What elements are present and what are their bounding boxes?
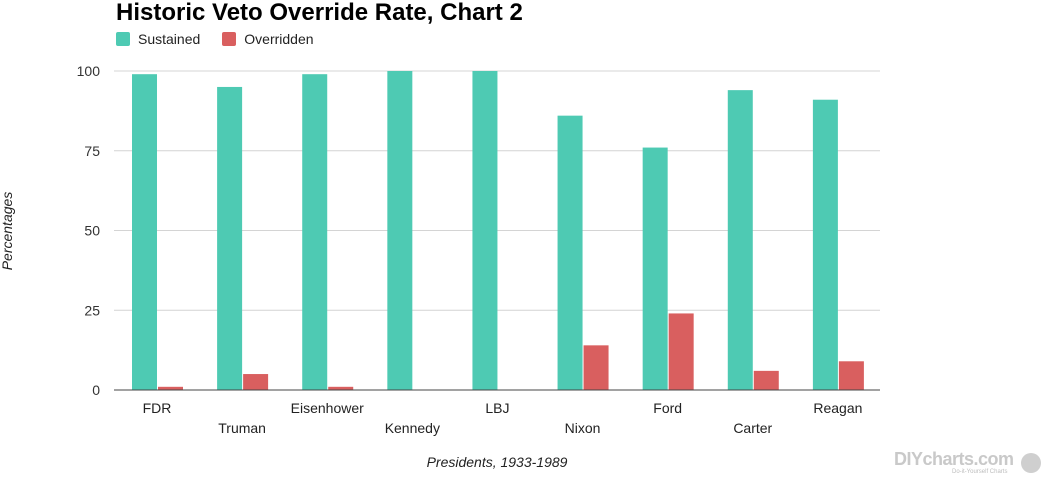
watermark-text: DIYcharts.com (894, 449, 1014, 469)
legend-swatch-sustained (116, 32, 130, 46)
x-tick-label: Truman (218, 420, 266, 436)
bar-sustained-ford (642, 147, 668, 390)
y-tick-label: 50 (84, 223, 100, 239)
legend-label-sustained: Sustained (138, 31, 201, 47)
x-tick-label: Reagan (813, 400, 862, 416)
bar-overridden-ford (668, 313, 694, 390)
legend-label-overridden: Overridden (244, 31, 314, 47)
x-tick-label: Carter (733, 420, 772, 436)
y-axis-title: Percentages (0, 192, 15, 271)
legend-item-overridden[interactable]: Overridden (222, 31, 314, 47)
watermark-logo-icon (1021, 453, 1041, 473)
bar-sustained-lbj (472, 71, 498, 390)
y-tick-label: 100 (77, 63, 101, 79)
bar-overridden-eisenhower (328, 386, 354, 390)
bar-sustained-carter (727, 90, 753, 390)
bar-sustained-reagan (812, 99, 838, 391)
x-tick-label: Nixon (565, 420, 601, 436)
bar-overridden-fdr (158, 386, 183, 390)
bar-overridden-carter (753, 370, 779, 390)
chart-title: Historic Veto Override Rate, Chart 2 (116, 0, 523, 26)
bar-overridden-nixon (583, 345, 609, 390)
bar-sustained-truman (217, 86, 243, 390)
bar-overridden-truman (243, 374, 269, 390)
bar-overridden-reagan (838, 361, 864, 390)
x-tick-label: LBJ (485, 400, 509, 416)
x-tick-label: Kennedy (385, 420, 440, 436)
watermark-subtext: Do-it-Yourself Charts (952, 469, 1008, 475)
legend: Sustained Overridden (116, 31, 336, 47)
y-tick-label: 75 (84, 143, 100, 159)
x-tick-label: Eisenhower (291, 400, 364, 416)
diycharts-watermark: DIYcharts.com Do-it-Yourself Charts (894, 449, 1044, 477)
x-axis-title: Presidents, 1933-1989 (427, 454, 568, 470)
y-tick-label: 25 (84, 302, 100, 318)
bar-sustained-eisenhower (302, 74, 328, 390)
legend-item-sustained[interactable]: Sustained (116, 31, 200, 47)
legend-swatch-overridden (222, 32, 237, 46)
x-tick-label: Ford (653, 400, 682, 416)
bar-sustained-fdr (132, 74, 157, 390)
y-tick-label: 0 (92, 382, 100, 398)
bar-sustained-nixon (557, 115, 583, 390)
bar-sustained-kennedy (387, 71, 413, 390)
x-tick-label: FDR (143, 400, 172, 416)
